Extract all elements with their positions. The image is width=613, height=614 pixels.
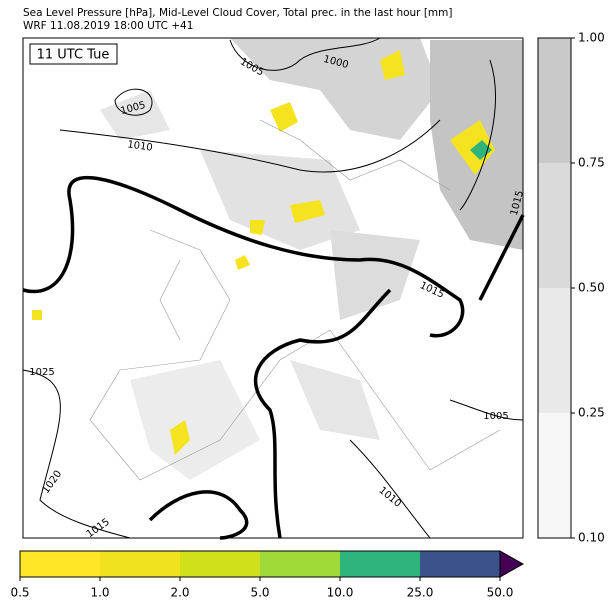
tick-label: 50.0: [487, 586, 514, 600]
tick-label: 0.50: [578, 281, 605, 295]
contour-label: 1005: [483, 411, 508, 422]
coastlines: [89, 119, 501, 481]
precipitation: [32, 50, 495, 455]
tick-label: 10.0: [327, 586, 354, 600]
colorbar-band: [538, 288, 571, 413]
isobars: [22, 37, 524, 539]
tick-label: 0.75: [578, 156, 605, 170]
map-panel: 11 UTC Tue 1005 1005 1000 1010 1015 1015…: [22, 37, 526, 540]
colorbar-band: [20, 551, 100, 577]
colorbar-band: [420, 551, 500, 577]
tick-label: 1.0: [90, 586, 109, 600]
time-label-box: [29, 43, 118, 65]
precip-colorbar: 0.5 1.0 2.0 5.0 10.0 25.0 50.0: [10, 550, 525, 600]
colorbar-band: [260, 551, 340, 577]
tick-label: 25.0: [407, 586, 434, 600]
tick-label: 1.00: [578, 31, 605, 45]
heavy-precipitation: [470, 140, 492, 160]
map-frame: [22, 37, 524, 539]
time-label: 11 UTC Tue: [37, 48, 110, 63]
colorbar-band: [100, 551, 180, 577]
subtitle: WRF 11.08.2019 18:00 UTC +41: [23, 20, 193, 32]
colorbar-band: [180, 551, 260, 577]
tick-label: 0.25: [578, 406, 605, 420]
contour-label: 1025: [29, 367, 54, 378]
cloud-colorbar: 0.10 0.25 0.50 0.75 1.00: [537, 31, 605, 545]
tick-label: 0.5: [10, 586, 29, 600]
colorbar-band: [340, 551, 420, 577]
colorbar-band: [538, 38, 571, 163]
title: Sea Level Pressure [hPa], Mid-Level Clou…: [23, 7, 453, 19]
colorbar-extension: [499, 550, 525, 578]
tick-label: 0.10: [578, 531, 605, 545]
colorbar-band: [538, 413, 571, 538]
tick-label: 2.0: [170, 586, 189, 600]
colorbar-band: [538, 163, 571, 288]
isobar-1015: [22, 175, 525, 540]
tick-label: 5.0: [250, 586, 269, 600]
contour-label: 1010: [127, 139, 154, 153]
